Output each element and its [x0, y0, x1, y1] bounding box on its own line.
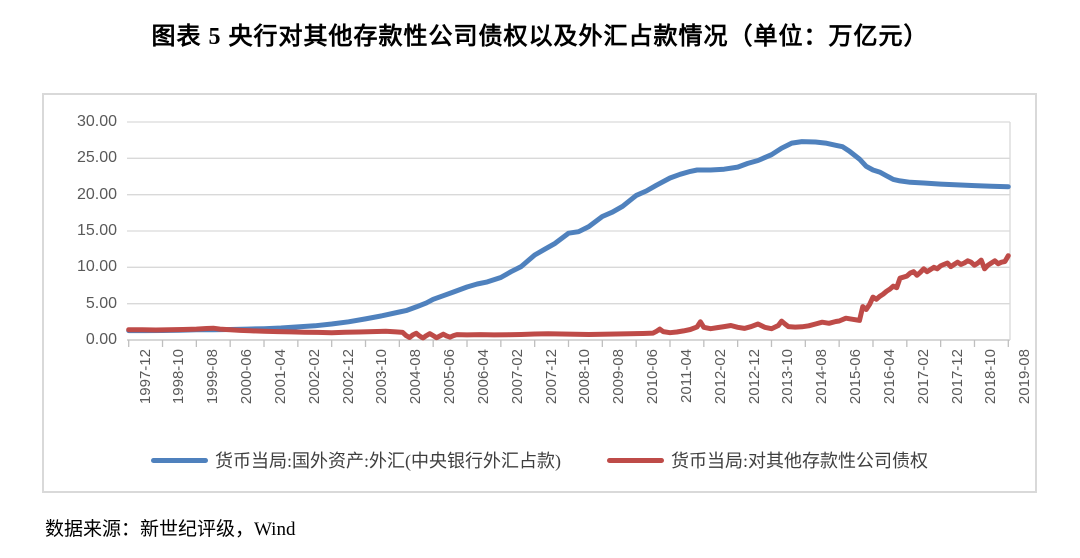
series-line-fx: [126, 139, 1011, 334]
x-axis-tick-label: 2002-02: [305, 349, 323, 405]
x-axis-tick-label: 2011-04: [678, 349, 695, 403]
data-source-note: 数据来源：新世纪评级，Wind: [45, 519, 296, 540]
legend-label-fx: 货币当局:国外资产:外汇(中央银行外汇占款): [215, 451, 561, 471]
chart-container: 30.00 25.00 20.00 15.00 10.00 5.00 0.00 1997-1…: [42, 93, 1037, 493]
y-axis-tick-label: 0.00: [85, 331, 117, 348]
x-axis-tick-label: 2013-10: [779, 349, 797, 405]
x-axis-tick-label: 2003-10: [373, 349, 391, 405]
chart-title: 图表 5 央行对其他存款性公司债权以及外汇占款情况（单位：万亿元）: [151, 24, 929, 50]
x-axis-tick-label: 2016-04: [880, 349, 898, 405]
chart-legend: 货币当局:国外资产:外汇(中央银行外汇占款) 货币当局:对其他存款性公司债权: [44, 447, 1035, 473]
y-axis-tick-label: 20.00: [76, 185, 117, 203]
x-axis-tick-label: 2012-02: [711, 349, 729, 405]
x-axis-tick-label: 2006-04: [475, 349, 493, 405]
x-axis-tick-label: 2018-10: [982, 349, 1000, 405]
x-axis-tick-label: 2017-02: [914, 349, 932, 405]
x-axis-tick-label: 2007-02: [508, 349, 526, 405]
legend-label-claims: 货币当局:对其他存款性公司债权: [671, 451, 928, 471]
y-axis-tick-label: 25.00: [76, 149, 117, 167]
y-axis-tick-label: 30.00: [76, 113, 117, 130]
x-axis-tick-label: 2010-06: [644, 349, 662, 405]
x-axis-tick-label: 2002-12: [339, 349, 357, 405]
x-axis-tick-label: 1999-08: [204, 349, 222, 405]
x-axis-tick-label: 1997-12: [136, 349, 154, 405]
y-axis-tick-label: 15.00: [76, 222, 117, 239]
legend-item-claims: 货币当局:对其他存款性公司债权: [607, 447, 928, 473]
legend-line-sample-claims: [607, 457, 664, 463]
x-axis-tick-label: 2017-12: [948, 349, 966, 405]
x-axis-tick-label: 2005-06: [441, 349, 459, 405]
x-axis-tick-label: 2000-06: [238, 349, 256, 405]
x-axis-tick-label: 2004-08: [407, 349, 425, 405]
x-axis-tick-label: 2008-10: [576, 349, 594, 405]
x-axis-tick-label: 2009-08: [610, 349, 628, 405]
y-axis-tick-label: 5.00: [85, 294, 117, 312]
y-axis-tick-label: 10.00: [76, 258, 117, 276]
x-axis-tick-label: 2014-08: [813, 349, 831, 405]
x-axis-tick-label: 2019-08: [1016, 349, 1034, 405]
line-chart-plot: [126, 121, 1011, 347]
x-axis-tick-label: 2012-12: [745, 349, 763, 405]
x-axis-tick-label: 2015-06: [847, 349, 865, 405]
x-axis-tick-label: 1998-10: [170, 349, 188, 405]
legend-line-sample-fx: [151, 457, 208, 463]
x-axis-tick-label: 2007-12: [542, 349, 560, 405]
x-axis-tick-label: 2001-04: [272, 349, 290, 405]
series-line-claims: [126, 253, 1011, 341]
legend-item-fx: 货币当局:国外资产:外汇(中央银行外汇占款): [151, 447, 561, 473]
